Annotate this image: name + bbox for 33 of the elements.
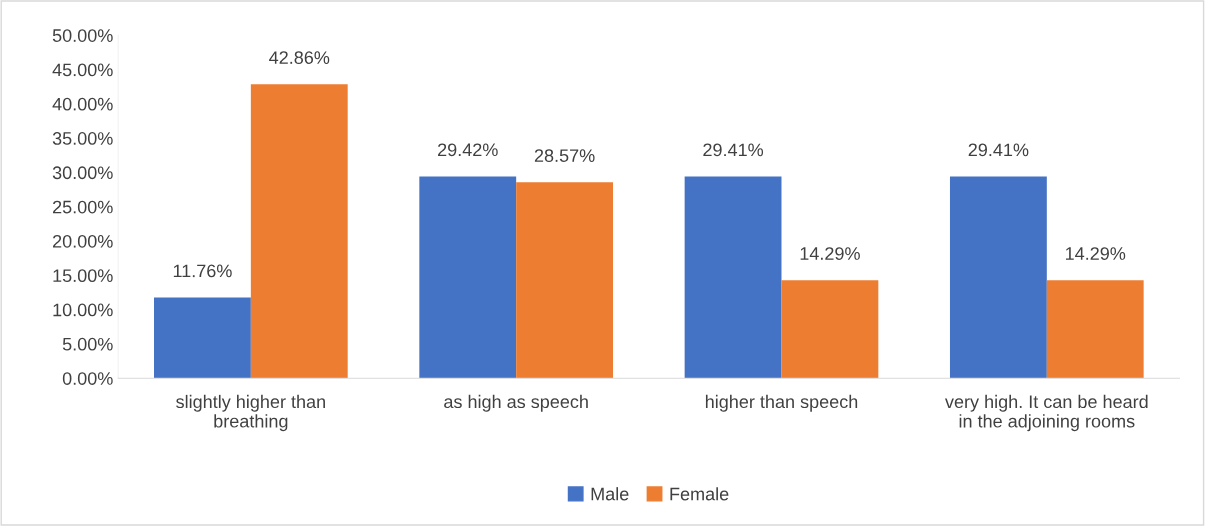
y-tick-label: 10.00% [53,303,113,317]
bar [516,182,614,379]
x-tick-label: as high as speech [444,394,588,412]
legend-label: Female [670,487,729,501]
bar [154,297,251,379]
data-label: 11.76% [173,264,232,278]
y-tick-label: 25.00% [53,200,113,214]
bar [949,176,1047,379]
y-tick-label: 50.00% [52,29,113,42]
data-label: 29.42% [438,143,498,157]
y-tick-label: 5.00% [62,337,113,351]
x-tick-label: slightly higher than breathing [176,394,325,432]
x-tick-label: very high. It can be heard in the adjoining rooms [945,394,1148,432]
bar [250,84,348,379]
bar [684,176,782,379]
x-tick-label: higher than speech [705,394,858,412]
data-label: 29.41% [703,143,764,157]
y-tick-label: 0.00% [62,372,113,385]
y-tick-label: 40.00% [52,97,113,111]
legend-label: Male [591,487,629,501]
bar [1046,280,1144,379]
y-tick-label: 30.00% [52,166,113,180]
data-label: 28.57% [534,149,595,162]
data-label: 14.29% [1065,247,1126,260]
y-tick-label: 15.00% [53,269,113,283]
y-tick-label: 20.00% [53,234,113,248]
data-label: 29.41% [968,143,1029,157]
y-tick-label: 35.00% [52,132,113,145]
bar [781,280,879,379]
bar [419,176,517,379]
y-tick-label: 45.00% [52,63,113,77]
data-label: 42.86% [269,51,330,64]
data-label: 14.29% [800,247,860,260]
